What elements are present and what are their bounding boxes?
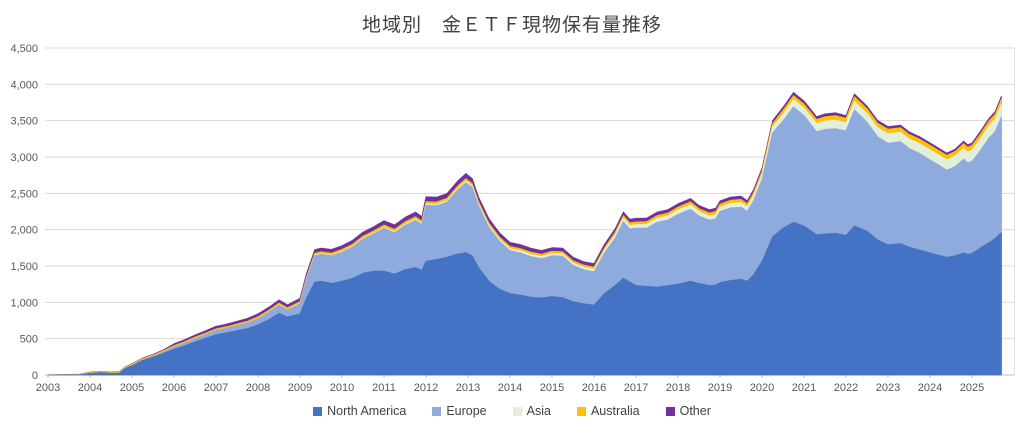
x-axis-tick-label: 2020 bbox=[750, 382, 774, 394]
x-axis-tick-label: 2023 bbox=[876, 382, 900, 394]
x-axis-tick-label: 2014 bbox=[498, 382, 522, 394]
x-axis-tick-label: 2007 bbox=[204, 382, 228, 394]
legend-swatch-icon bbox=[432, 406, 442, 416]
x-axis-tick-label: 2008 bbox=[246, 382, 270, 394]
x-axis-tick-label: 2017 bbox=[624, 382, 648, 394]
y-axis-tick-label: 3,500 bbox=[10, 116, 38, 128]
legend-swatch-icon bbox=[665, 406, 675, 416]
legend-label: Other bbox=[679, 404, 711, 418]
legend-swatch-icon bbox=[512, 406, 522, 416]
legend-item-australia: Australia bbox=[576, 404, 640, 418]
x-axis-tick-label: 2024 bbox=[918, 382, 942, 394]
x-axis-tick-label: 2025 bbox=[960, 382, 984, 394]
legend-label: Asia bbox=[526, 404, 551, 418]
y-axis-tick-label: 2,000 bbox=[10, 225, 38, 237]
y-axis-tick-label: 3,000 bbox=[10, 152, 38, 164]
x-axis-tick-label: 2004 bbox=[78, 382, 102, 394]
legend-label: Europe bbox=[446, 404, 487, 418]
x-axis-tick-label: 2010 bbox=[330, 382, 354, 394]
chart-title: 地域別 金ＥＴＦ現物保有量推移 bbox=[361, 15, 662, 36]
legend-item-other: Other bbox=[665, 404, 711, 418]
x-axis-tick-label: 2021 bbox=[792, 382, 816, 394]
y-axis-tick-label: 1,000 bbox=[10, 297, 38, 309]
legend-swatch-icon bbox=[576, 406, 586, 416]
x-axis-tick-label: 2011 bbox=[372, 382, 396, 394]
x-axis-tick-label: 2018 bbox=[666, 382, 690, 394]
area-north-america bbox=[47, 222, 1002, 376]
legend-label: North America bbox=[327, 404, 407, 418]
x-axis-tick-label: 2006 bbox=[162, 382, 186, 394]
y-axis-tick-label: 500 bbox=[20, 334, 38, 346]
legend-item-asia: Asia bbox=[512, 404, 551, 418]
y-axis-tick-label: 0 bbox=[32, 370, 38, 382]
x-axis-tick-label: 2022 bbox=[834, 382, 858, 394]
x-axis-tick-label: 2016 bbox=[582, 382, 606, 394]
x-axis-tick-label: 2019 bbox=[708, 382, 732, 394]
y-axis-tick-label: 1,500 bbox=[10, 261, 38, 273]
y-axis-tick-label: 2,500 bbox=[10, 188, 38, 200]
chart-legend: North America Europe Asia Australia Other bbox=[0, 404, 1024, 418]
y-axis-tick-label: 4,500 bbox=[10, 43, 38, 55]
x-axis-tick-label: 2003 bbox=[36, 382, 60, 394]
legend-swatch-icon bbox=[313, 406, 323, 416]
x-axis-tick-label: 2013 bbox=[456, 382, 480, 394]
x-axis-tick-label: 2012 bbox=[414, 382, 438, 394]
x-axis-tick-label: 2005 bbox=[120, 382, 144, 394]
legend-item-europe: Europe bbox=[432, 404, 487, 418]
y-axis-tick-label: 4,000 bbox=[10, 79, 38, 91]
x-axis-tick-label: 2009 bbox=[288, 382, 312, 394]
legend-item-north-america: North America bbox=[313, 404, 406, 418]
legend-label: Australia bbox=[590, 404, 640, 418]
x-axis-tick-label: 2015 bbox=[540, 382, 564, 394]
